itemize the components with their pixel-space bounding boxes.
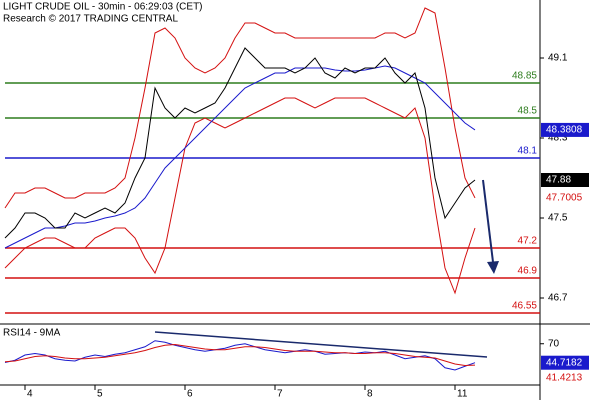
value-box <box>540 370 590 386</box>
x-tick-label: 8 <box>367 389 373 400</box>
series-line <box>4 340 476 371</box>
value-box-label: 44.7182 <box>546 357 583 368</box>
level-label: 46.55 <box>512 301 537 312</box>
x-tick-label: 4 <box>27 389 33 400</box>
trend-line <box>154 331 488 358</box>
value-box <box>541 122 589 137</box>
value-box-label: 47.88 <box>546 175 571 186</box>
value-box-label: 48.3808 <box>546 125 583 136</box>
level-label: 48.5 <box>518 106 538 117</box>
x-tick-label: 11 <box>457 389 468 400</box>
value-box-label: 47.7005 <box>546 193 583 204</box>
series-line <box>4 65 476 249</box>
y-tick-label: 46.7 <box>548 293 568 304</box>
chart-subtitle: Research © 2017 TRADING CENTRAL <box>3 14 178 25</box>
value-box <box>541 173 589 187</box>
series-line <box>4 97 476 295</box>
marks: 49.1 48.3 47.5 46.7 48.85 48.5 48.1 47.2 46.9 46.… <box>4 7 590 400</box>
chart-title: LIGHT CRUDE OIL - 30min - 06:29:03 (CET) <box>3 2 203 13</box>
arrow-head <box>487 261 499 274</box>
x-tick-label: 7 <box>277 389 283 400</box>
level-label: 47.2 <box>518 236 538 247</box>
trend-arrow <box>482 179 494 263</box>
level-label: 46.9 <box>518 266 538 277</box>
y-tick-label: 49.1 <box>548 53 568 64</box>
x-tick-label: 6 <box>187 389 193 400</box>
value-box <box>541 355 589 370</box>
series-line <box>4 343 476 367</box>
level-label: 48.85 <box>512 71 537 82</box>
value-box-label: 41.4213 <box>546 372 583 383</box>
y-tick-label: 70 <box>548 338 560 349</box>
series-line <box>4 47 476 239</box>
level-label: 48.1 <box>518 146 538 157</box>
y-tick-label: 48.3 <box>548 133 568 144</box>
value-box <box>540 190 590 206</box>
panel-title: RSI14 - 9MA <box>3 328 61 339</box>
x-tick-label: 5 <box>97 389 103 400</box>
series-line <box>4 7 476 209</box>
y-tick-label: 47.5 <box>548 213 568 224</box>
